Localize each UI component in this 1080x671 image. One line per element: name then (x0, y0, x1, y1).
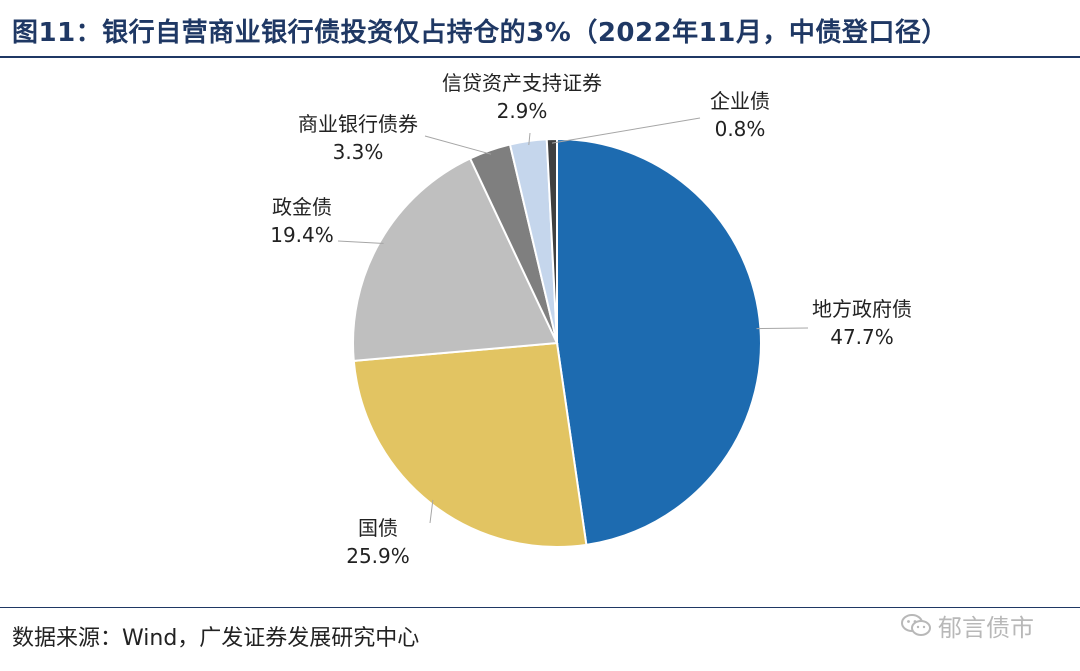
page-title: 图11：银行自营商业银行债投资仅占持仓的3%（2022年11月，中债登口径） (12, 18, 948, 48)
leader-line-6 (551, 117, 701, 144)
leader-line-2 (429, 499, 434, 524)
leader-line-1 (756, 327, 809, 330)
slice-category-label: 商业银行债券 (298, 112, 418, 136)
footer-divider (0, 607, 1080, 608)
pie-slice-3 (352, 157, 559, 363)
slice-value-label: 19.4% (270, 223, 334, 247)
slice-value-label: 0.8% (715, 117, 766, 141)
watermark-text: 郁言债市 (938, 613, 1034, 642)
leader-lines (337, 117, 809, 524)
watermark: 郁言债市 (900, 608, 1034, 642)
slice-value-label: 2.9% (497, 99, 548, 123)
leader-line-3 (337, 240, 384, 244)
slice-category-label: 信贷资产支持证券 (442, 71, 602, 95)
slice-value-label: 47.7% (830, 325, 894, 349)
slice-value-label: 25.9% (346, 544, 410, 568)
slice-category-label: 地方政府债 (812, 297, 912, 321)
leader-line-4 (424, 135, 492, 155)
slice-value-label: 3.3% (333, 140, 384, 164)
leader-line-5 (528, 132, 531, 146)
pie-slices (352, 137, 762, 548)
slice-category-label: 国债 (358, 516, 398, 540)
slice-category-label: 政金债 (272, 195, 332, 219)
pie-slice-6 (545, 137, 558, 344)
pie-slice-2 (352, 341, 588, 548)
title-bar: 图11：银行自营商业银行债投资仅占持仓的3%（2022年11月，中债登口径） (0, 0, 1080, 56)
source-note: 数据来源：Wind，广发证券发展研究中心 (12, 626, 420, 651)
title-divider (0, 56, 1080, 58)
slice-labels: 地方政府债 47.7% 国债 25.9% 政金债 19.4% 商业银行债券 3.3% 信贷资产支… (270, 71, 912, 568)
slice-category-label: 企业债 (710, 89, 770, 113)
pie-chart: 地方政府债 47.7% 国债 25.9% 政金债 19.4% 商业银行债券 3.3% 信贷资产支… (270, 71, 912, 568)
wechat-icon (901, 614, 931, 636)
pie-slice-1 (556, 137, 762, 547)
